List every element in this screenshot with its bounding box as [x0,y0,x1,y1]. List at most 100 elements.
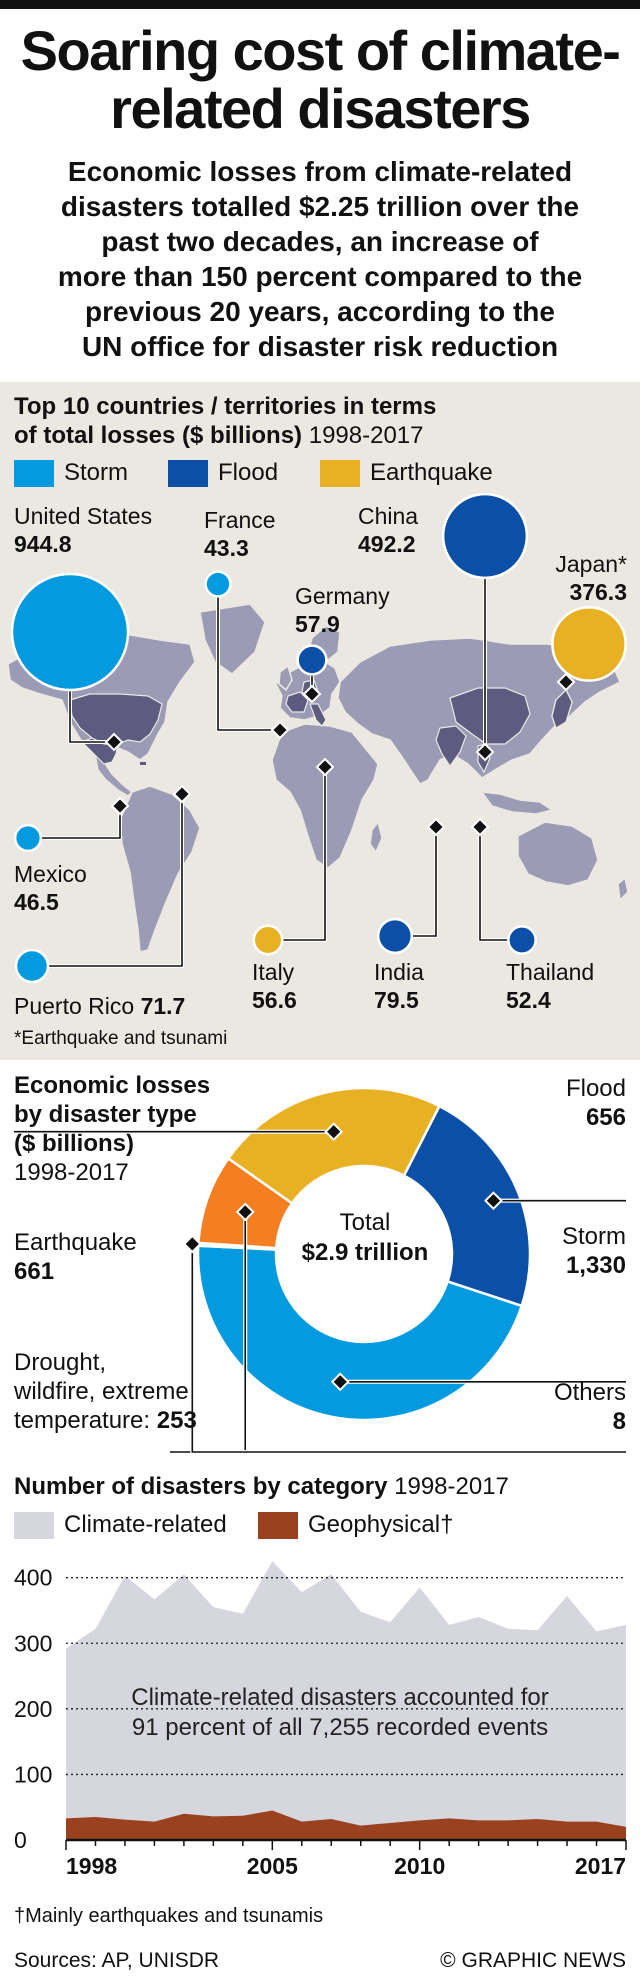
france-shape [285,691,309,713]
marker-diamond [315,757,335,777]
area-chart: 0 100 200 300 400 1998 2005 2010 2017 [14,1561,627,1879]
marker-diamond [172,784,192,804]
subtitle-line: more than 150 percent compared to the [57,261,583,292]
donut-label-drought: Drought, wildfire, extreme temperature: … [14,1349,197,1434]
donut-leader-flood [484,1191,626,1211]
bubble-circle [13,823,43,853]
label-united-states: United States 944.8 [14,503,153,557]
legend-swatch-earthquake [320,460,360,487]
y-tick-label: 200 [14,1696,52,1722]
donut-leader-others [182,1234,626,1454]
bubble-india [376,817,446,955]
map-section-title: Top 10 countries / territories in terms … [14,392,436,450]
x-tick-label: 2005 [247,1853,298,1879]
donut-center-label: Total [339,1209,391,1236]
map-title-bold: Top 10 countries / territories in terms [14,393,437,420]
label-puerto-rico: Puerto Rico 71.7 [14,993,186,1019]
donut-chart [14,1086,626,1454]
leader-halo [216,584,280,732]
sources: Sources: AP, UNISDR [14,1949,220,1972]
bubble-france [204,570,290,740]
bubble-circle [14,948,50,984]
bubble-circle [376,917,414,955]
leader-halo [28,806,122,840]
donut-label-flood: Flood 656 [565,1075,626,1131]
donut-slice-flood [402,1104,532,1308]
donut-center-value: $2.9 trillion [301,1239,429,1266]
marker-diamond [475,742,495,762]
leader-line [191,1243,626,1453]
bubble-layer [10,492,627,984]
leader-line [28,806,121,839]
marker-diamond [470,817,490,837]
legend-label-earthquake: Earthquake [370,459,493,486]
subtitle-line: past two decades, an increase of [101,226,539,257]
china-shape [449,687,531,745]
legend-swatch-climate [14,1512,54,1539]
bubble-puerto-rico [14,784,192,984]
legend-label-storm: Storm [64,459,129,486]
leader-line [32,794,183,967]
donut-title-line: ($ billions) [14,1130,134,1157]
marker-diamond [270,720,290,740]
x-tick-label: 1998 [66,1853,117,1879]
area-annotation-line: 91 percent of all 7,255 recorded events [131,1714,549,1741]
donut-leader-earthquake [14,1122,344,1142]
bubble-circle [204,570,232,598]
bubble-china [441,492,529,762]
donut-label-others: Others 8 [553,1379,626,1435]
donut-slice-storm [196,1244,524,1422]
leader-halo [478,827,522,942]
puerto-rico-shape [140,762,146,765]
leader-line [268,767,326,941]
map-footnote: *Earthquake and tsunami [14,1028,228,1049]
label-japan: Japan* 376.3 [555,551,627,605]
bubble-italy [252,757,335,956]
donut-title-line: by disaster type [14,1101,197,1128]
top-rule [0,0,640,9]
title-line-2: related disasters [110,77,531,140]
bubble-circle [507,925,537,955]
subtitle-line: Economic losses from climate-related [67,156,573,187]
y-tick-label: 0 [14,1827,27,1853]
subtitle: Economic losses from climate-related dis… [0,154,640,364]
label-india: India 79.5 [374,959,424,1013]
legend-swatch-geophysical [258,1512,298,1539]
leader-line [479,827,522,941]
leader-line [217,584,280,731]
x-tick-label: 2017 [575,1853,626,1879]
area-annotation: Climate-related disasters accounted for … [80,1683,600,1743]
india-shape [435,725,467,768]
bubble-circle [551,606,627,682]
label-thailand: Thailand 52.4 [506,959,595,1013]
marker-diamond [324,1122,344,1142]
marker-diamond [235,1202,255,1222]
label-china: China 492.2 [358,503,419,557]
legend-label-flood: Flood [218,459,279,486]
marker-diamond [110,796,130,816]
legend-swatch-flood [168,460,208,487]
legend-label-climate: Climate-related [64,1511,227,1538]
donut-slice-earthquake [226,1086,442,1206]
bubble-circle [296,644,328,676]
area-geophysical [66,1810,626,1840]
marker-diamond [182,1234,202,1254]
donut-center: Total $2.9 trillion [290,1208,440,1268]
bubble-circle [441,492,529,580]
bubble-united-states [10,572,130,752]
marker-diamond [556,672,576,692]
x-tick-label: 2010 [394,1853,445,1879]
map-title-bold: of total losses ($ billions) [14,422,303,449]
label-germany: Germany 57.9 [295,583,390,637]
marker-diamond [426,817,446,837]
bubble-circle [10,572,130,692]
page-title: Soaring cost of climate- related disaste… [0,22,640,138]
italy-shape [309,703,327,727]
bubble-germany [296,644,328,704]
marker-diamond [302,684,322,704]
donut-title-line: Economic losses [14,1072,211,1099]
subtitle-line: UN office for disaster risk reduction [81,331,559,362]
y-tick-label: 100 [14,1761,52,1787]
legend-label-geophysical: Geophysical† [308,1511,454,1538]
marker-diamond [104,732,124,752]
